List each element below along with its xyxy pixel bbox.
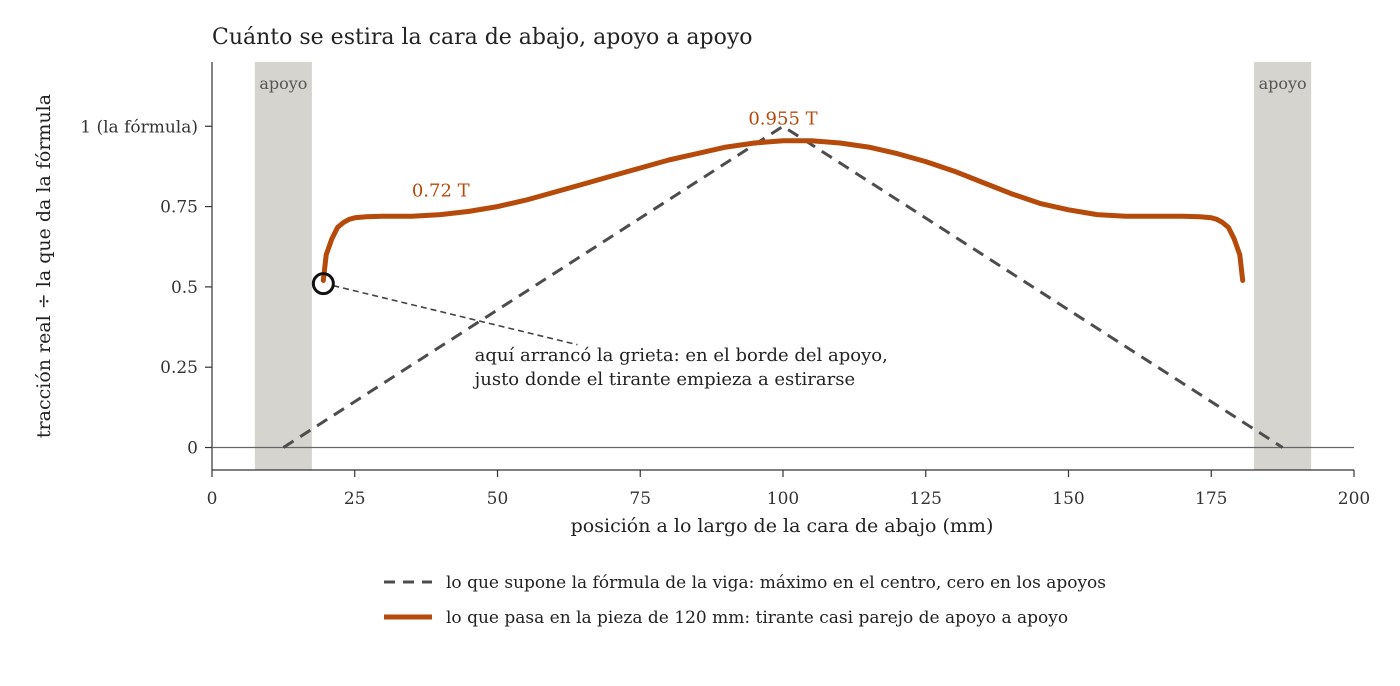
series-layer: 0.72 T 0.955 T <box>282 108 1284 449</box>
x-tick-label-6: 150 <box>1052 489 1084 509</box>
annotation-leader <box>333 284 578 346</box>
legend: lo que supone la fórmula de la viga: máx… <box>384 573 1106 628</box>
support-label-0: apoyo <box>259 74 307 93</box>
legend-label-measured: lo que pasa en la pieza de 120 mm: tiran… <box>446 608 1068 628</box>
curve-label-0: 0.72 T <box>412 181 470 202</box>
series-measured-line <box>320 138 1246 283</box>
crack-marker <box>311 272 335 296</box>
annotation-line-0: aquí arrancó la grieta: en el borde del … <box>475 345 888 366</box>
chart-title: Cuánto se estira la cara de abajo, apoyo… <box>212 25 753 50</box>
y-tick-label-1: 0.25 <box>160 358 198 378</box>
supports-layer: apoyo apoyo <box>254 62 1312 470</box>
x-tick-label-1: 25 <box>344 489 366 509</box>
x-tick-label-4: 100 <box>767 489 799 509</box>
x-tick-label-5: 125 <box>910 489 942 509</box>
x-tick-label-7: 175 <box>1195 489 1227 509</box>
support-label-1: apoyo <box>1259 74 1307 93</box>
support-band-1 <box>1254 62 1312 470</box>
y-axis-label: tracción real ÷ la que da la fórmula <box>33 94 55 438</box>
curve-label-1: 0.955 T <box>748 108 817 129</box>
x-tick-label-2: 50 <box>487 489 509 509</box>
axes-layer: 0 25 50 75 100 125 150 175 200 0 0.25 0.5 0.75 1 (la … <box>80 62 1370 509</box>
y-tick-label-4: 1 (la fórmula) <box>80 117 198 137</box>
annotation-line-1: justo donde el tirante empieza a estirar… <box>473 369 855 390</box>
x-axis-label: posición a lo largo de la cara de abajo … <box>571 515 994 537</box>
legend-label-formula: lo que supone la fórmula de la viga: máx… <box>446 573 1106 593</box>
y-tick-label-2: 0.5 <box>171 278 198 298</box>
y-tick-label-3: 0.75 <box>160 198 198 218</box>
annotations-layer: aquí arrancó la grieta: en el borde del … <box>311 272 888 390</box>
x-tick-label-3: 75 <box>629 489 651 509</box>
y-tick-label-0: 0 <box>187 439 198 459</box>
series-formula-line <box>282 124 1284 449</box>
x-tick-label-8: 200 <box>1338 489 1370 509</box>
x-tick-label-0: 0 <box>207 489 218 509</box>
support-band-0 <box>254 62 312 470</box>
